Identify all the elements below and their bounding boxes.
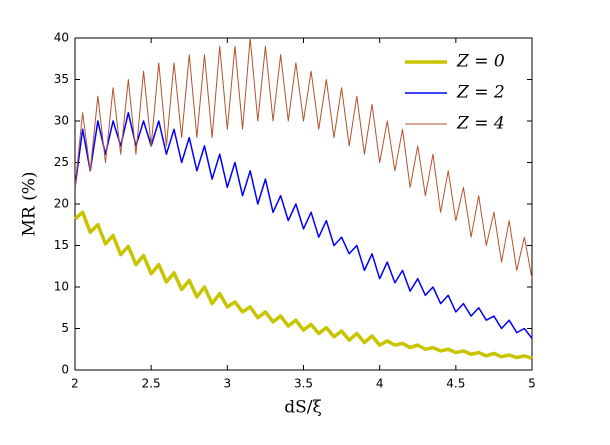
y-tick-label: 10: [54, 280, 69, 294]
y-tick-label: 40: [54, 31, 69, 45]
y-tick-label: 30: [54, 114, 69, 128]
x-tick-label: 4.5: [446, 377, 465, 391]
x-axis-label: dS/ξ: [284, 398, 322, 418]
y-tick-label: 0: [61, 363, 69, 377]
legend-label: Z = 2: [456, 83, 505, 103]
y-tick-label: 5: [61, 321, 69, 335]
x-tick-label: 3.5: [294, 377, 313, 391]
legend-label: Z = 0: [456, 52, 505, 72]
series-line: [74, 37, 533, 279]
y-tick-label: 35: [54, 72, 69, 86]
y-tick-label: 20: [54, 197, 69, 211]
x-tick-label: 2.5: [142, 377, 161, 391]
x-tick-label: 2: [71, 377, 79, 391]
y-tick-label: 15: [54, 238, 69, 252]
x-tick-label: 3: [224, 377, 232, 391]
x-tick-label: 5: [528, 377, 536, 391]
y-axis-label: MR (%): [20, 171, 40, 236]
series-line: [73, 210, 533, 361]
legend-label: Z = 4: [456, 114, 505, 134]
plot-frame: [74, 37, 533, 371]
y-tick-label: 25: [54, 155, 69, 169]
x-tick-label: 4: [376, 377, 384, 391]
